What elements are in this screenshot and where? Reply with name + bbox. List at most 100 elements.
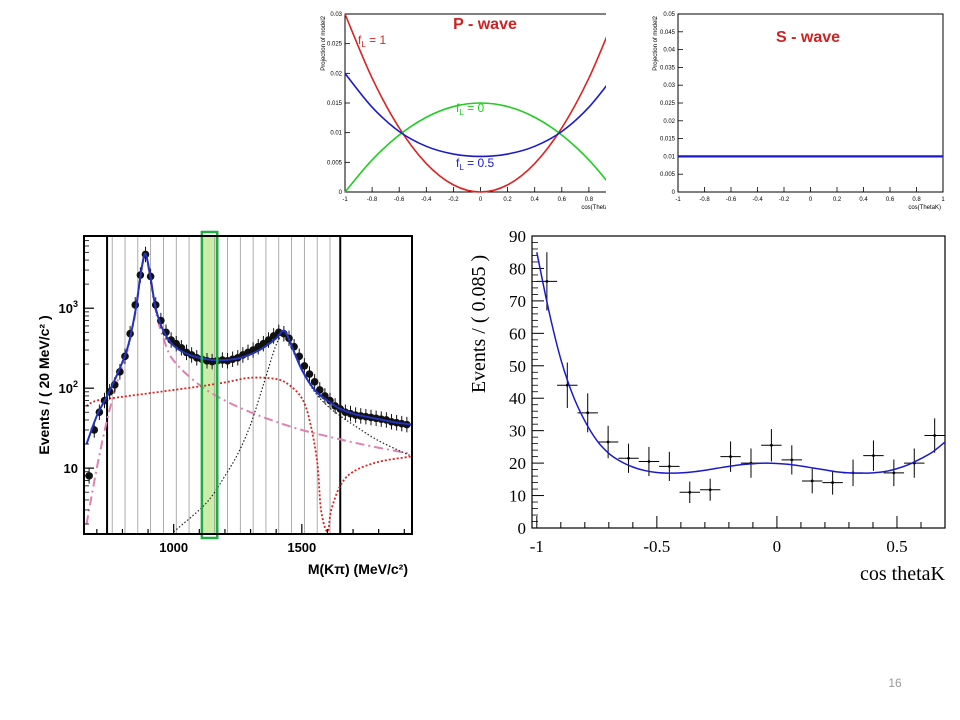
y-tick-label: 80 <box>509 259 526 278</box>
y-tick-label: 0.02 <box>330 71 342 77</box>
plot-frame <box>677 13 944 193</box>
x-tick-label: 0 <box>773 537 782 556</box>
y-axis-label: Events / ( 20 MeV/c² ) <box>36 315 52 454</box>
plot-background <box>84 236 412 534</box>
angular-distribution-chart: 0 10 20 30 40 50 60 70 80 90 -1 -0.5 0 0.5 cos thetaK E… <box>468 227 946 585</box>
plot-frame <box>531 235 946 529</box>
series-label-2: fL = 0 <box>456 101 484 117</box>
x-tick-label: 0.2 <box>833 197 842 203</box>
y-tick-label: 0.01 <box>330 131 342 137</box>
y-tick-label: 0 <box>672 190 676 196</box>
data-point <box>305 370 314 378</box>
y-axis-label: Events / ( 0.085 ) <box>468 255 490 393</box>
data-point <box>769 443 773 447</box>
y-tick-label: 0.01 <box>663 154 675 160</box>
series-label-3: fL = 0.5 <box>456 156 494 172</box>
data-point <box>545 280 549 283</box>
x-tick-label: 1500 <box>287 540 316 555</box>
y-tick-label: 102 <box>59 379 78 396</box>
data-point <box>933 434 937 437</box>
x-tick-label: 0.8 <box>912 197 921 203</box>
x-tick-label: 0 <box>809 197 813 203</box>
chart-title: S - wave <box>776 29 840 46</box>
x-tick-label: -0.4 <box>752 197 763 203</box>
y-tick-label: 60 <box>509 324 526 343</box>
chart-title: P - wave <box>453 16 517 33</box>
x-tick-label: -0.8 <box>699 197 710 203</box>
data-point <box>892 471 896 475</box>
data-point <box>326 396 334 405</box>
x-tick-label: 1000 <box>159 540 188 555</box>
y-tick-label: 0.025 <box>660 101 676 107</box>
x-tick-label: -0.4 <box>421 197 432 203</box>
data-point <box>85 472 93 480</box>
y-tick-label: 0.025 <box>327 42 343 48</box>
x-axis-label: cos(ThetaK) <box>908 205 941 211</box>
highlight-band-edge <box>200 230 219 540</box>
y-axis-label: Projection of model2 <box>653 15 659 70</box>
data-point <box>310 378 319 386</box>
x-axis-label: cos(ThetaK) <box>581 205 606 211</box>
y-tick-label: 0.005 <box>660 172 676 178</box>
fit-line <box>536 252 946 474</box>
data-point <box>667 464 671 468</box>
data-point <box>627 456 630 460</box>
x-tick-label: 0.2 <box>503 197 512 203</box>
data-point <box>315 386 324 394</box>
data-point <box>872 454 875 458</box>
page-number: 16 <box>888 676 902 690</box>
plot-frame <box>83 235 413 535</box>
y-tick-label: 0.045 <box>660 30 676 36</box>
x-tick-label: 0.6 <box>886 197 895 203</box>
x-axis-label: cos thetaK <box>860 563 946 585</box>
y-tick-label: 30 <box>509 422 526 441</box>
y-tick-label: 0.04 <box>663 48 675 54</box>
data-point <box>790 458 794 462</box>
series-label-1: fL = 1 <box>358 33 386 49</box>
x-tick-label: -0.6 <box>726 197 737 203</box>
data-point <box>565 383 569 387</box>
data-point <box>729 455 732 459</box>
x-tick-label: -0.2 <box>779 197 790 203</box>
series-line-3 <box>344 72 606 158</box>
x-tick-label: -0.6 <box>394 197 405 203</box>
series-line-2 <box>344 102 606 193</box>
x-tick-label: 0 <box>479 197 483 203</box>
x-tick-label: 0.8 <box>585 197 594 203</box>
series-line-1 <box>344 13 606 193</box>
x-tick-label: 0.5 <box>886 537 907 556</box>
data-point <box>300 362 309 370</box>
y-tick-label: 0.035 <box>660 65 676 71</box>
p-wave-chart: 0 0.005 0.01 0.015 0.02 0.025 0.03 -1 -0.8 -0.6 -0… <box>321 12 606 211</box>
y-tick-label: 90 <box>509 227 526 246</box>
data-point <box>831 481 835 484</box>
x-tick-label: 0.6 <box>558 197 567 203</box>
x-tick-label: -0.5 <box>643 537 670 556</box>
data-point <box>810 479 814 483</box>
x-tick-label: -1 <box>530 537 544 556</box>
data-point <box>688 490 692 494</box>
y-tick-label: 0.03 <box>330 12 342 18</box>
y-tick-label: 0.005 <box>327 160 343 166</box>
y-tick-label: 20 <box>509 454 526 473</box>
x-axis-label: M(Kπ) (MeV/c²) <box>308 561 408 577</box>
y-tick-label: 0 <box>339 190 343 196</box>
y-tick-label: 0.015 <box>327 101 343 107</box>
y-axis-label: Projection of model2 <box>321 15 327 70</box>
y-tick-label: 0.05 <box>663 12 675 18</box>
y-tick-label: 40 <box>509 389 526 408</box>
y-tick-label: 0.015 <box>660 137 676 143</box>
data-point <box>647 460 651 463</box>
data-point <box>586 411 590 415</box>
y-tick-label: 0 <box>518 519 527 538</box>
x-tick-label: -0.2 <box>448 197 459 203</box>
component-dashdot <box>85 254 412 525</box>
data-point <box>606 440 610 444</box>
x-tick-label: 0.4 <box>859 197 868 203</box>
y-tick-label: 10 <box>509 487 526 506</box>
total-fit-line <box>85 252 412 445</box>
mass-spectrum-chart: 10 102 103 1000 1500 M(Kπ) (MeV/c²) Events / (… <box>36 230 413 577</box>
x-tick-label: -1 <box>342 197 348 203</box>
component-red-dotted <box>86 376 412 533</box>
y-tick-label: 0.03 <box>663 83 675 89</box>
